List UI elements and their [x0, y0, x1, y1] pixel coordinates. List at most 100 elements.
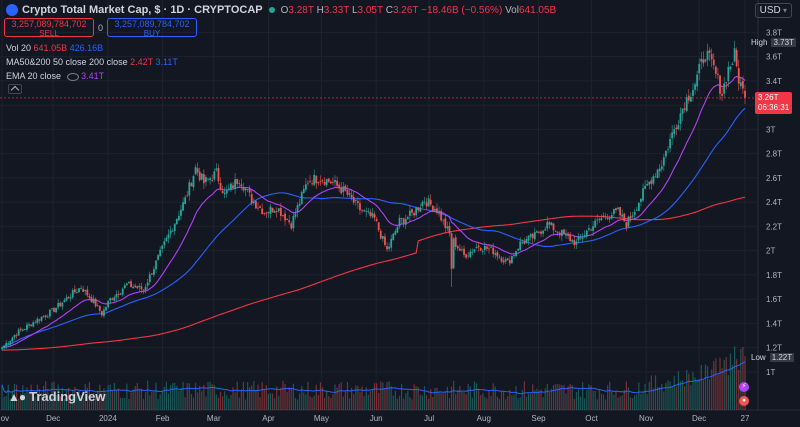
candle-body [619, 207, 622, 216]
candle-body [82, 288, 85, 292]
volume-bar [20, 393, 22, 410]
volume-bar [484, 397, 486, 410]
volume-bar [602, 394, 605, 410]
volume-bar [18, 398, 20, 410]
legend-ema[interactable]: EMA 20 close 3.41T [6, 71, 105, 81]
eye-icon[interactable] [66, 72, 79, 81]
volume-bar [552, 385, 555, 410]
volume-bar [459, 385, 461, 410]
events-icon[interactable]: ● [739, 396, 749, 406]
candle-body [5, 343, 8, 347]
volume-bar [586, 390, 588, 410]
candle-body [454, 237, 457, 247]
symbol-title[interactable]: Crypto Total Market Cap, $ · 1D · CRYPTO… [22, 4, 263, 16]
candle-body [527, 235, 530, 241]
volume-bar [267, 393, 269, 410]
volume-bar [565, 393, 567, 410]
volume-bar [688, 373, 690, 410]
candle-body [273, 211, 276, 213]
time-tick-label: Jun [370, 414, 383, 423]
candle-body [96, 305, 99, 306]
time-tick-label: Jul [424, 414, 434, 423]
candle-body [88, 296, 91, 298]
price-axis[interactable]: 3.8T3.6T3.4T3.2T3T2.8T2.6T2.4T2.2T2T1.8T… [766, 28, 782, 376]
volume-bar [172, 383, 174, 410]
candle-body [502, 260, 505, 263]
volume-bar [684, 386, 686, 410]
candle-body [629, 216, 632, 219]
candle-body [689, 96, 692, 102]
legend-ma[interactable]: MA50&200 50 close 200 close 2.42T 3.11T [6, 57, 178, 67]
candle-body [538, 231, 540, 233]
volume-bar [313, 395, 315, 410]
volume-bar [650, 375, 652, 410]
volume-bar [288, 387, 290, 410]
candle-body [419, 207, 422, 212]
volume-bar [380, 381, 382, 410]
candle-body [323, 181, 326, 185]
volume-bar [371, 390, 374, 410]
currency-select[interactable]: USD [754, 3, 792, 18]
candle-body [610, 215, 613, 219]
high-badge: High 3.73T [751, 38, 796, 47]
candle-body [117, 294, 120, 295]
volume-bar [450, 386, 453, 410]
volume-bar [386, 382, 388, 410]
volume-bar [259, 397, 261, 410]
candle-body [577, 236, 580, 241]
volume-bar [725, 357, 727, 410]
volume-bar [213, 384, 215, 410]
volume-bar [677, 371, 680, 410]
volume-bar [161, 391, 163, 410]
candle-body [394, 231, 397, 235]
candle-body [521, 242, 524, 244]
volume-bar [186, 383, 188, 410]
candle-body [425, 202, 428, 207]
volume-bar [686, 369, 688, 410]
candle-body [342, 186, 345, 193]
volume-bar [326, 390, 328, 410]
volume-bar [588, 384, 590, 410]
volume-bar [428, 398, 430, 410]
candle-body [144, 286, 147, 291]
volume-bar [138, 388, 140, 410]
candle-body [230, 183, 232, 191]
candle-body [671, 132, 674, 139]
candle-body [727, 66, 730, 82]
volume-bar [634, 395, 636, 410]
buy-button[interactable]: 3,257,089,784,702 BUY [107, 18, 198, 38]
volume-bar [446, 386, 448, 410]
volume-bar [338, 383, 340, 410]
candle-body [80, 288, 82, 290]
candle-body [71, 290, 74, 298]
candle-body [67, 297, 70, 299]
legend-vol[interactable]: Vol 20 641.05B 426.16B [6, 43, 104, 53]
volume-bar [61, 388, 63, 410]
volume-bar [625, 381, 627, 410]
lightning-icon[interactable]: ⚡ [739, 382, 749, 392]
volume-bar [717, 374, 719, 410]
volume-bar [299, 393, 301, 410]
candle-body [531, 233, 534, 239]
price-tick-label: 2.8T [766, 150, 782, 159]
candle-body [417, 207, 420, 211]
candle-body [448, 225, 451, 234]
sell-button[interactable]: 3,257,089,784,702 SELL [4, 18, 94, 38]
volume-bar [575, 391, 578, 410]
volume-bar [155, 382, 157, 410]
candle-body [598, 219, 601, 220]
volume-bar [661, 383, 663, 410]
volume-bar [709, 379, 711, 410]
volume-bar [70, 398, 72, 410]
ma200-line [1, 196, 746, 351]
volume-bar [109, 384, 111, 410]
volume-bar [467, 383, 469, 410]
volume-bar [615, 390, 617, 410]
time-axis[interactable]: Nov Dec 2024 Feb Mar Apr May Jun Jul Aug Sep Oct Nov… [0, 414, 750, 423]
collapse-legend-button[interactable] [8, 84, 22, 94]
price-tick-label: 1.6T [766, 295, 782, 304]
volume-bar [226, 395, 228, 410]
volume-bar [136, 382, 138, 410]
